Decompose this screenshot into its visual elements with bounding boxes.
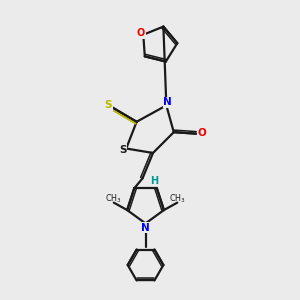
Text: CH$_3$: CH$_3$: [169, 192, 186, 205]
Text: N: N: [164, 98, 172, 107]
Text: O: O: [137, 28, 145, 38]
Text: N: N: [141, 223, 150, 233]
Text: S: S: [105, 100, 112, 110]
Text: O: O: [197, 128, 206, 138]
Text: CH$_3$: CH$_3$: [105, 192, 122, 205]
Text: S: S: [119, 145, 126, 155]
Text: H: H: [150, 176, 158, 186]
